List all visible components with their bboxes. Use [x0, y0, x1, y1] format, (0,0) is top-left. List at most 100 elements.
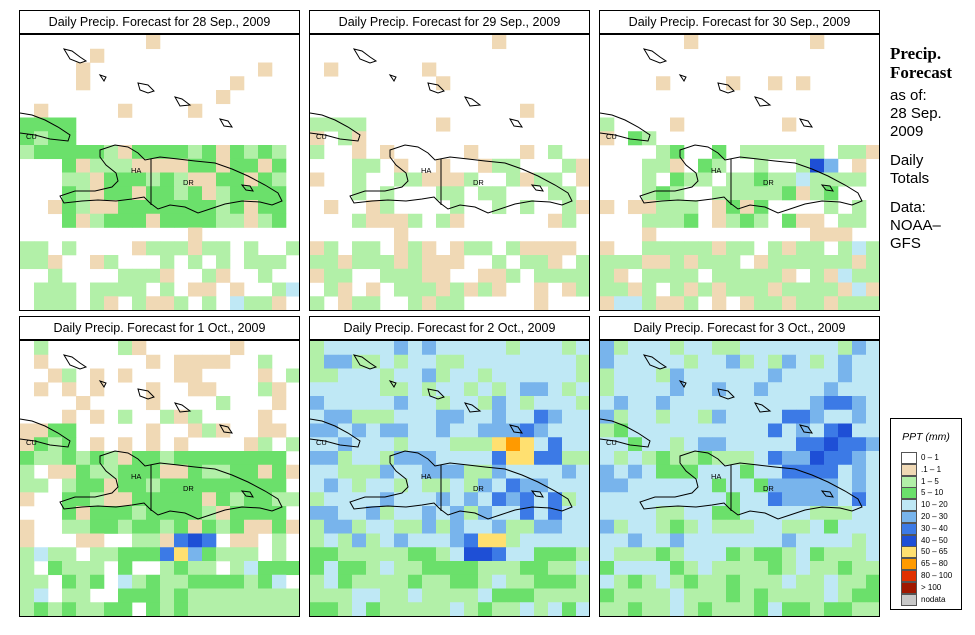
precip-cell [258, 478, 273, 493]
precip-cell [216, 547, 231, 562]
label-haiti: HA [421, 472, 431, 481]
precip-cell [838, 533, 853, 548]
precip-cell [600, 382, 615, 397]
precip-cell [146, 200, 161, 215]
precip-cell [188, 492, 203, 507]
precip-cell [76, 478, 91, 493]
precip-cell [782, 574, 797, 589]
precip-cell [866, 354, 879, 369]
precip-cell [338, 451, 353, 466]
precip-cell [34, 602, 49, 616]
precip-cell [230, 76, 245, 91]
precip-cell [174, 602, 189, 616]
precip-cell [450, 396, 465, 411]
precip-cell [380, 561, 395, 576]
precip-cell [576, 478, 589, 493]
precip-cell [48, 131, 63, 146]
precip-cell [408, 396, 423, 411]
precip-cell [548, 602, 563, 616]
precip-cell [520, 533, 535, 548]
precip-cell [188, 561, 203, 576]
precip-cell [548, 368, 563, 383]
precip-cell [272, 464, 287, 479]
coastline [388, 74, 397, 82]
precip-cell [506, 241, 521, 256]
precip-cell [824, 478, 839, 493]
precip-cell [258, 368, 273, 383]
precip-cell [146, 423, 161, 438]
precip-cell [258, 158, 273, 173]
precip-cell [366, 200, 381, 215]
precip-cell [562, 492, 577, 507]
data-source-2: NOAA– [890, 217, 941, 234]
precip-cell [160, 464, 175, 479]
precip-cell [436, 437, 451, 452]
precip-cell [258, 145, 273, 160]
precip-cell [76, 574, 91, 589]
precip-cell [324, 368, 339, 383]
precip-cell [436, 296, 451, 310]
precip-cell [576, 282, 589, 297]
precip-cell [628, 423, 643, 438]
panel-title: Daily Precip. Forecast for 1 Oct., 2009 [19, 316, 300, 340]
precip-cell [202, 354, 217, 369]
precip-cell [20, 519, 35, 534]
precip-cell [852, 172, 867, 187]
precip-cell [310, 492, 325, 507]
precip-cell [464, 533, 479, 548]
precip-cell [576, 588, 589, 603]
precip-cell [534, 268, 549, 283]
precip-cell [628, 547, 643, 562]
precip-cell [188, 464, 203, 479]
precip-cell [698, 451, 713, 466]
precip-cell [492, 396, 507, 411]
precip-cell [520, 506, 535, 521]
precip-cell [310, 519, 325, 534]
precip-cell [160, 547, 175, 562]
precip-cell [754, 464, 769, 479]
precip-cell [478, 186, 493, 201]
precip-cell [810, 574, 825, 589]
precip-cell [600, 282, 615, 297]
precip-cell [478, 282, 493, 297]
precip-cell [188, 172, 203, 187]
precip-cell [202, 213, 217, 228]
precip-cell [548, 492, 563, 507]
precip-cell [576, 519, 589, 534]
precip-cell [202, 172, 217, 187]
precip-cell [600, 451, 615, 466]
precip-cell [642, 368, 657, 383]
precip-cell [380, 602, 395, 616]
precip-cell [576, 561, 589, 576]
precip-cell [366, 478, 381, 493]
precip-cell [380, 145, 395, 160]
precip-cell [642, 423, 657, 438]
coastline [639, 450, 863, 520]
precip-cell [614, 519, 629, 534]
precip-cell [548, 241, 563, 256]
precip-cell [600, 506, 615, 521]
precip-cell [338, 368, 353, 383]
precip-cell [478, 437, 493, 452]
precip-cell [768, 255, 783, 270]
precip-cell [76, 186, 91, 201]
precip-cell [628, 396, 643, 411]
precip-cell [160, 241, 175, 256]
data-source-1: Data: [890, 199, 926, 216]
precip-cell [698, 172, 713, 187]
precip-cell [132, 268, 147, 283]
precip-cell [104, 213, 119, 228]
precip-cell [34, 588, 49, 603]
precip-cell [20, 423, 35, 438]
precip-cell [478, 547, 493, 562]
precip-cell [838, 227, 853, 242]
precip-cell [436, 268, 451, 283]
precip-cell [146, 354, 161, 369]
precip-cell [62, 172, 77, 187]
precip-cell [796, 602, 811, 616]
precip-cell [422, 464, 437, 479]
label-dominican-republic: DR [473, 178, 484, 187]
precip-cell [366, 354, 381, 369]
precip-cell [118, 602, 133, 616]
precip-cell [562, 158, 577, 173]
